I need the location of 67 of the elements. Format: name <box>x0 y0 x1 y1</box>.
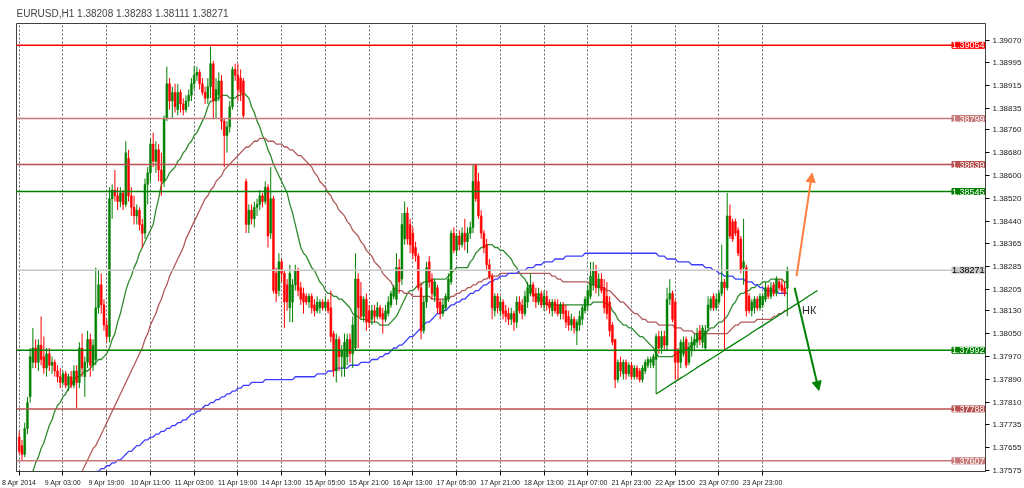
y-tick-label: 1.38365 <box>992 238 1022 248</box>
ref-line-label: 1.39054 <box>951 40 985 51</box>
ref-line-label: 1.38271 <box>951 265 985 276</box>
y-tick-label: 1.37735 <box>992 419 1022 429</box>
ref-line-label: 1.38545 <box>951 186 985 197</box>
candlestick <box>48 347 51 372</box>
y-tick-label: 1.38680 <box>992 148 1022 158</box>
candlestick <box>728 203 732 240</box>
y-tick-label: 1.38050 <box>992 329 1022 339</box>
ref-line-label: 1.38799 <box>951 113 985 124</box>
candlestick <box>433 278 436 303</box>
candlestick <box>253 201 256 228</box>
annotation: НК <box>801 304 817 317</box>
candlestick <box>198 68 201 91</box>
y-tick-label: 1.38600 <box>992 171 1022 181</box>
ref-line-label: 1.37788 <box>951 403 985 414</box>
candlestick <box>496 292 499 315</box>
y-tick-label: 1.38835 <box>992 103 1022 113</box>
y-tick-label: 1.37970 <box>992 352 1022 362</box>
y-tick-label: 1.37575 <box>992 465 1022 475</box>
candlestick <box>365 292 368 332</box>
candlestick <box>135 203 138 226</box>
ref-line-label: 1.38639 <box>951 159 985 170</box>
candlestick <box>168 77 171 111</box>
candlestick <box>381 307 384 335</box>
ref-line-label: 1.37992 <box>951 345 985 356</box>
candlestick <box>455 232 458 257</box>
y-tick-label: 1.38130 <box>992 306 1022 316</box>
y-tick-label: 1.37810 <box>992 398 1022 408</box>
candlestick <box>622 359 625 381</box>
candlestick <box>663 330 666 352</box>
ref-line-label: 1.37607 <box>951 455 985 466</box>
candlestick <box>436 284 439 315</box>
candlestick <box>80 333 84 378</box>
y-tick-label: 1.38520 <box>992 194 1022 204</box>
candlestick <box>501 298 505 320</box>
y-tick-label: 1.38995 <box>992 57 1022 67</box>
candlestick <box>619 356 622 378</box>
candlestick <box>250 203 253 226</box>
y-tick-label: 1.37655 <box>992 442 1022 452</box>
candlestick <box>151 132 155 168</box>
candlestick <box>780 278 784 294</box>
candlestick <box>463 218 466 251</box>
candlestick <box>701 324 704 349</box>
candlestick <box>173 83 177 114</box>
y-tick-label: 1.37890 <box>992 375 1022 385</box>
y-tick-label: 1.38760 <box>992 125 1022 135</box>
candlestick <box>458 229 461 251</box>
y-tick-label: 1.38915 <box>992 80 1022 90</box>
chart-title: EURUSD,H1 1.38208 1.38283 1.38111 1.38271 <box>16 7 229 19</box>
candlestick <box>695 327 699 349</box>
candlestick <box>520 298 524 320</box>
candlestick <box>176 83 179 116</box>
candlestick <box>698 324 702 346</box>
candlestick <box>545 290 548 312</box>
candlestick <box>34 338 37 369</box>
candlestick <box>362 295 365 323</box>
y-tick-label: 1.38285 <box>992 261 1022 271</box>
candlestick <box>171 86 174 119</box>
candlestick <box>499 295 502 317</box>
candlestick <box>466 226 469 254</box>
y-tick-label: 1.38205 <box>992 284 1022 294</box>
y-tick-label: 1.39070 <box>992 36 1022 46</box>
candlestick <box>564 304 568 329</box>
candlestick <box>777 278 781 292</box>
y-tick-label: 1.38440 <box>992 217 1022 227</box>
candlestick <box>723 278 726 352</box>
